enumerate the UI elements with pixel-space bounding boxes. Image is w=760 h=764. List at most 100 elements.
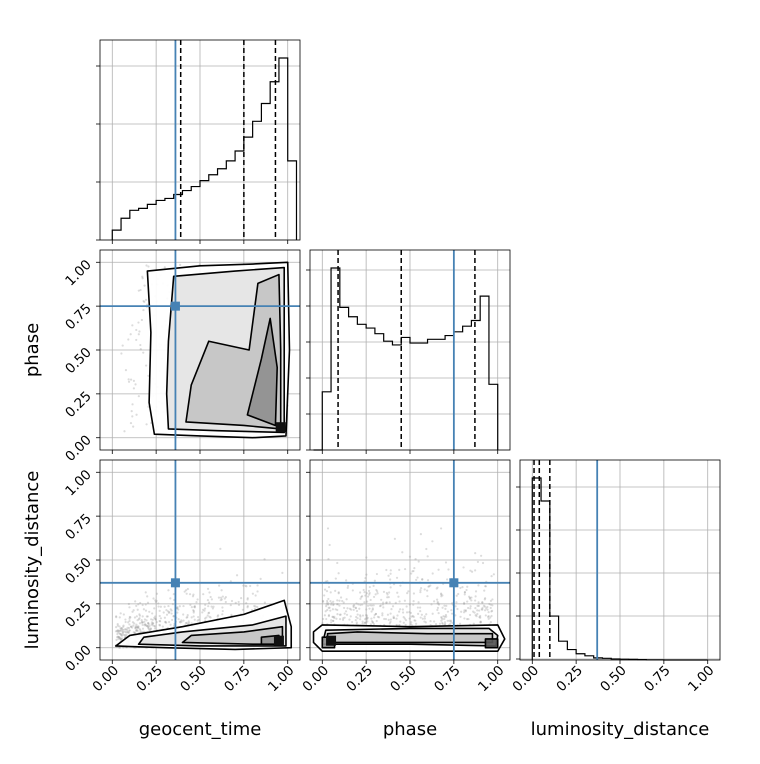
truth-marker <box>170 301 180 311</box>
sample-point <box>467 595 471 598</box>
sample-point <box>246 606 249 609</box>
sample-point <box>436 600 439 603</box>
sample-point <box>147 626 150 629</box>
sample-point <box>133 616 137 619</box>
sample-point <box>357 603 360 606</box>
sample-point <box>192 609 195 612</box>
sample-point <box>134 600 137 603</box>
sample-point <box>139 601 142 605</box>
sample-point <box>481 606 484 609</box>
sample-point <box>479 620 482 623</box>
sample-point <box>363 591 366 594</box>
sample-point <box>467 606 470 610</box>
truth-marker <box>170 578 180 588</box>
sample-point <box>368 585 371 589</box>
sample-point <box>115 615 118 619</box>
sample-point <box>148 610 151 613</box>
sample-point <box>221 595 224 598</box>
sample-point <box>462 611 466 614</box>
sample-point <box>441 594 444 597</box>
sample-point <box>129 378 133 381</box>
sample-point <box>137 333 140 336</box>
sample-point <box>479 614 482 618</box>
sample-point <box>229 604 232 607</box>
sample-point <box>187 620 190 623</box>
sample-point <box>397 595 400 598</box>
sample-point <box>326 527 330 530</box>
sample-point <box>159 617 163 620</box>
sample-point <box>332 619 335 623</box>
sample-point <box>185 592 188 595</box>
sample-point <box>170 612 173 615</box>
sample-point <box>178 620 181 623</box>
sample-point <box>153 607 156 610</box>
sample-point <box>471 570 474 573</box>
y-tick-label: 0.50 <box>62 345 95 378</box>
sample-point <box>466 618 469 621</box>
sample-point <box>435 598 439 601</box>
sample-point <box>134 626 137 629</box>
sample-point <box>457 592 460 596</box>
sample-point <box>402 621 405 624</box>
sample-point <box>426 579 430 582</box>
sample-point <box>343 612 346 615</box>
sample-point <box>404 619 408 622</box>
sample-point <box>410 572 413 575</box>
sample-point <box>489 599 493 603</box>
sample-point <box>140 621 143 624</box>
sample-point <box>120 634 124 637</box>
sample-point <box>333 616 336 620</box>
sample-point <box>193 605 196 609</box>
sample-point <box>392 615 395 618</box>
sample-point <box>128 623 131 626</box>
sample-point <box>219 596 223 599</box>
sample-point <box>431 572 434 575</box>
sample-point <box>207 605 210 608</box>
sample-point <box>188 593 192 596</box>
sample-point <box>454 614 457 617</box>
sample-point <box>361 614 365 617</box>
sample-point <box>365 616 368 619</box>
sample-point <box>143 620 146 623</box>
sample-point <box>164 621 167 624</box>
sample-point <box>245 602 248 605</box>
sample-point <box>141 627 145 630</box>
sample-point <box>185 621 188 624</box>
sample-point <box>135 615 138 618</box>
sample-point <box>326 608 329 612</box>
sample-point <box>487 617 490 621</box>
sample-point <box>329 609 332 612</box>
sample-point <box>118 629 121 633</box>
sample-point <box>190 616 193 619</box>
sample-point <box>365 573 368 576</box>
sample-point <box>119 637 122 640</box>
sample-point <box>119 638 122 641</box>
sample-point <box>345 598 348 601</box>
sample-point <box>386 593 389 596</box>
sample-point <box>435 587 438 590</box>
sample-point <box>413 567 416 570</box>
sample-point <box>124 628 128 631</box>
sample-point <box>332 603 335 606</box>
sample-point <box>474 614 477 617</box>
sample-point <box>124 618 127 621</box>
sample-point <box>443 604 446 607</box>
sample-point <box>446 619 449 622</box>
sample-point <box>483 609 487 612</box>
sample-point <box>492 573 495 576</box>
sample-point <box>321 600 325 603</box>
sample-point <box>159 605 162 608</box>
sample-point <box>472 610 475 613</box>
sample-point <box>377 616 381 619</box>
sample-point <box>412 600 415 603</box>
sample-point <box>389 578 392 581</box>
sample-point <box>172 614 175 618</box>
sample-point <box>324 610 327 613</box>
sample-point <box>326 603 330 606</box>
sample-point <box>203 609 206 612</box>
sample-point <box>419 609 422 613</box>
sample-point <box>141 623 144 626</box>
y-tick-label: 0.00 <box>62 432 95 465</box>
sample-point <box>146 601 150 604</box>
sample-point <box>487 610 490 614</box>
